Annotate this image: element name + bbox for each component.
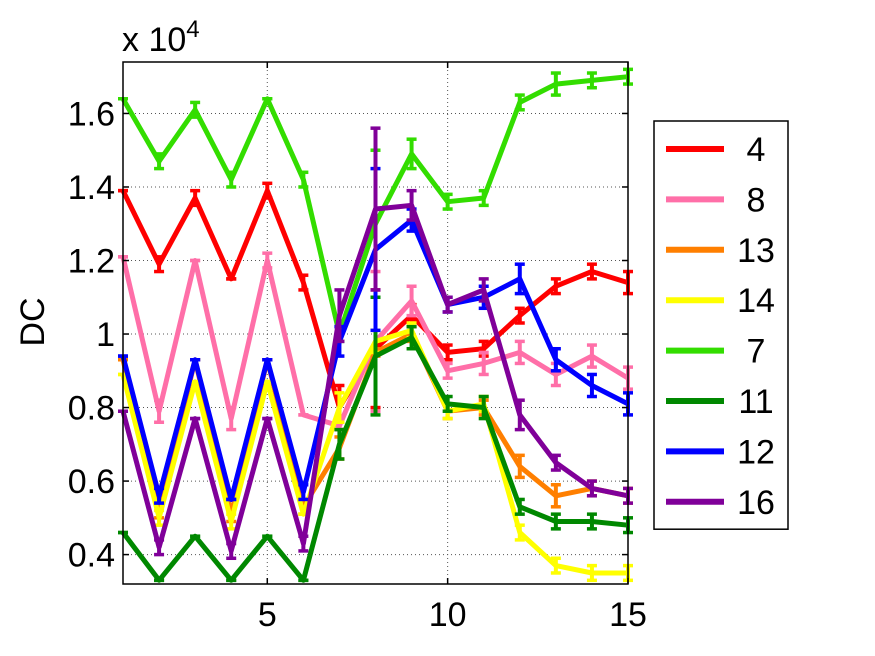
y-exponent-label: x 104 <box>122 16 200 59</box>
legend-label: 16 <box>737 484 775 522</box>
plot-frame <box>122 61 629 585</box>
legend-item-4: 4 <box>666 131 765 169</box>
legend-box <box>653 120 789 530</box>
legend-label: 12 <box>737 433 775 471</box>
x-tick-label: 10 <box>429 596 467 634</box>
legend-item-12: 12 <box>666 433 775 471</box>
x-tick-label: 5 <box>258 596 277 634</box>
svg-text:x 104: x 104 <box>122 16 200 59</box>
legend-label: 14 <box>737 282 775 320</box>
series-layer <box>118 67 633 583</box>
y-tick-label: 1.4 <box>68 169 115 207</box>
legend-item-16: 16 <box>666 484 775 522</box>
y-tick-label: 0.4 <box>68 537 115 575</box>
axes: 5 10 15 0.4 0.6 0.8 1 1.2 1.4 1.6 <box>68 62 647 634</box>
y-exponent-value: 4 <box>186 16 199 43</box>
legend-label: 13 <box>737 232 775 270</box>
legend-label: 11 <box>738 383 773 421</box>
y-tick-label: 0.8 <box>68 390 115 428</box>
y-exponent-prefix: x 10 <box>122 21 186 59</box>
y-axis-label: DC <box>14 297 52 346</box>
x-tick-label: 15 <box>609 596 647 634</box>
y-tick-label: 1.6 <box>68 95 115 133</box>
y-tick-label: 1.2 <box>68 243 115 281</box>
series-11 <box>118 295 633 583</box>
legend-item-11: 11 <box>666 383 774 421</box>
legend-label: 8 <box>747 181 766 219</box>
y-tick-label: 1 <box>96 316 115 354</box>
legend-label: 4 <box>747 131 766 169</box>
legend-item-14: 14 <box>666 282 775 320</box>
legend-item-13: 13 <box>666 232 775 270</box>
legend-label: 7 <box>747 333 766 371</box>
legend-item-8: 8 <box>666 181 765 219</box>
legend: 4 8 13 14 7 11 12 16 <box>653 120 789 530</box>
legend-item-7: 7 <box>666 333 765 371</box>
y-tick-label: 0.6 <box>68 463 115 501</box>
